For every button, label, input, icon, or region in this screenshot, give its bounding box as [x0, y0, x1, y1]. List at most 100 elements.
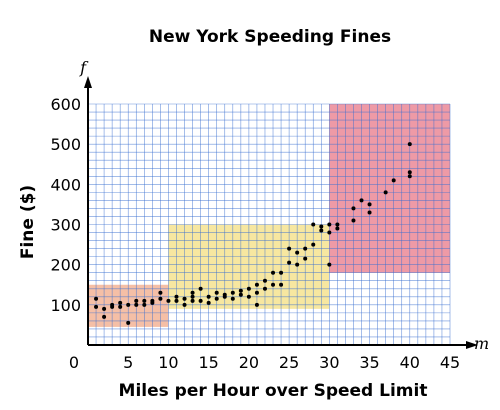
- data-point: [262, 286, 267, 291]
- data-point: [126, 320, 131, 325]
- data-point: [335, 222, 340, 227]
- y-tick-label: 400: [50, 175, 81, 194]
- data-point: [150, 298, 155, 303]
- data-point: [407, 142, 412, 147]
- x-tick-label: 25: [279, 353, 299, 372]
- x-tick-label: 45: [440, 353, 460, 372]
- data-point: [287, 260, 292, 265]
- data-points: [94, 142, 412, 325]
- data-point: [206, 294, 211, 299]
- x-tick-label: 20: [239, 353, 259, 372]
- region-3: [329, 104, 450, 273]
- data-point: [142, 302, 147, 307]
- data-point: [311, 242, 316, 247]
- data-point: [214, 290, 219, 295]
- data-point: [134, 302, 139, 307]
- data-point: [254, 290, 259, 295]
- data-point: [190, 294, 195, 299]
- y-tick-label: 300: [50, 216, 81, 235]
- data-point: [254, 282, 259, 287]
- data-point: [359, 198, 364, 203]
- axes: [84, 76, 478, 349]
- data-point: [262, 278, 267, 283]
- data-point: [327, 230, 332, 235]
- x-tick-label: 15: [198, 353, 218, 372]
- data-point: [94, 296, 99, 301]
- data-point: [383, 190, 388, 195]
- data-point: [254, 302, 259, 307]
- tick-labels: 5 10 15 20 25 30 35 40 45 100 200 300 400 500 600: [50, 95, 460, 372]
- data-point: [367, 202, 372, 207]
- data-point: [118, 300, 123, 305]
- data-point: [230, 296, 235, 301]
- data-point: [351, 206, 356, 211]
- y-axis-label: Fine ($): [18, 185, 38, 259]
- y-variable-label: f: [79, 58, 89, 77]
- y-axis-arrow: [84, 76, 92, 88]
- data-point: [271, 282, 276, 287]
- data-point: [271, 270, 276, 275]
- data-point: [351, 218, 356, 223]
- data-point: [94, 304, 99, 309]
- x-variable-label: m: [474, 334, 489, 353]
- data-point: [279, 282, 284, 287]
- data-point: [279, 270, 284, 275]
- data-point: [166, 298, 171, 303]
- data-point: [182, 296, 187, 301]
- data-point: [335, 226, 340, 231]
- y-tick-label: 100: [50, 296, 81, 315]
- data-point: [182, 302, 187, 307]
- y-tick-label: 600: [50, 95, 81, 114]
- data-point: [311, 222, 316, 227]
- data-point: [391, 178, 396, 183]
- data-point: [158, 290, 163, 295]
- x-tick-label: 30: [319, 353, 339, 372]
- data-point: [190, 298, 195, 303]
- data-point: [222, 294, 227, 299]
- data-point: [198, 298, 203, 303]
- data-point: [295, 250, 300, 255]
- chart-title: New York Speeding Fines: [149, 27, 391, 47]
- data-point: [238, 292, 243, 297]
- data-point: [407, 174, 412, 179]
- x-axis-arrow: [466, 341, 478, 349]
- y-tick-label: 200: [50, 256, 81, 275]
- data-point: [367, 210, 372, 215]
- data-point: [327, 222, 332, 227]
- data-point: [407, 170, 412, 175]
- data-point: [102, 306, 107, 311]
- data-point: [198, 286, 203, 291]
- origin-label: 0: [69, 353, 79, 372]
- data-point: [303, 246, 308, 251]
- data-point: [158, 296, 163, 301]
- data-point: [230, 290, 235, 295]
- data-point: [174, 298, 179, 303]
- x-tick-label: 35: [359, 353, 379, 372]
- data-point: [110, 302, 115, 307]
- data-point: [126, 302, 131, 307]
- x-tick-label: 10: [158, 353, 178, 372]
- data-point: [134, 298, 139, 303]
- y-tick-label: 500: [50, 135, 81, 154]
- data-point: [319, 228, 324, 233]
- x-tick-label: 40: [400, 353, 420, 372]
- data-point: [206, 300, 211, 305]
- x-tick-label: 5: [123, 353, 133, 372]
- data-point: [246, 286, 251, 291]
- data-point: [174, 294, 179, 299]
- data-point: [295, 262, 300, 267]
- data-point: [142, 298, 147, 303]
- data-point: [287, 246, 292, 251]
- data-point: [118, 304, 123, 309]
- x-axis-label: Miles per Hour over Speed Limit: [119, 381, 428, 401]
- data-point: [238, 288, 243, 293]
- fine-regions: [88, 104, 450, 327]
- data-point: [190, 290, 195, 295]
- data-point: [327, 262, 332, 267]
- data-point: [102, 314, 107, 319]
- data-point: [214, 296, 219, 301]
- data-point: [246, 294, 251, 299]
- data-point: [319, 224, 324, 229]
- data-point: [303, 256, 308, 261]
